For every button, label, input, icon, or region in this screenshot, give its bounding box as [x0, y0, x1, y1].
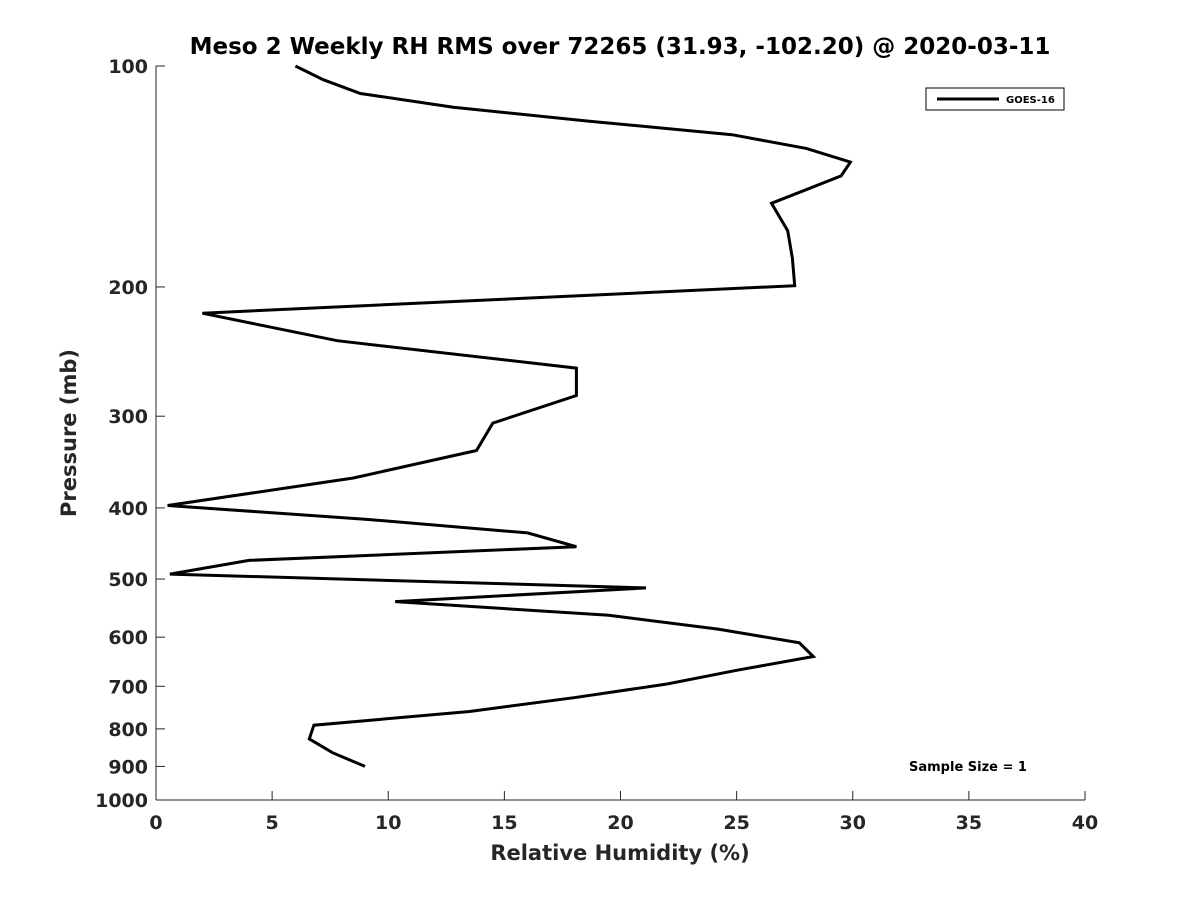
- legend: GOES-16: [925, 87, 1065, 111]
- y-tick-label-200: 200: [108, 277, 148, 299]
- legend-label-goes-16: GOES-16: [1006, 95, 1055, 106]
- y-tick-label-300: 300: [108, 406, 148, 428]
- x-tick-label-40: 40: [1072, 812, 1098, 834]
- x-tick-label-35: 35: [956, 812, 982, 834]
- x-tick-label-10: 10: [375, 812, 401, 834]
- chart-title: Meso 2 Weekly RH RMS over 72265 (31.93, …: [190, 34, 1051, 60]
- x-tick-label-20: 20: [607, 812, 633, 834]
- x-tick-label-15: 15: [491, 812, 517, 834]
- y-tick-label-400: 400: [108, 498, 148, 520]
- x-tick-label-5: 5: [266, 812, 279, 834]
- x-tick-label-0: 0: [149, 812, 162, 834]
- y-axis-title: Pressure (mb): [57, 349, 81, 517]
- plot-area: 0 5 10 15 20 25 30 35 40 100 200 300 400 500 600 700 800…: [95, 56, 1098, 834]
- y-tick-label-900: 900: [108, 756, 148, 778]
- y-tick-label-600: 600: [108, 627, 148, 649]
- y-tick-label-1000: 1000: [95, 790, 148, 812]
- y-tick-label-700: 700: [108, 676, 148, 698]
- x-tick-label-25: 25: [723, 812, 749, 834]
- x-axis-title: Relative Humidity (%): [490, 841, 749, 865]
- x-tick-label-30: 30: [840, 812, 866, 834]
- sample-size-annotation: Sample Size = 1: [909, 760, 1027, 775]
- y-tick-label-800: 800: [108, 719, 148, 741]
- y-tick-label-500: 500: [108, 569, 148, 591]
- series-line-goes-16: [167, 64, 853, 768]
- y-tick-label-100: 100: [108, 56, 148, 78]
